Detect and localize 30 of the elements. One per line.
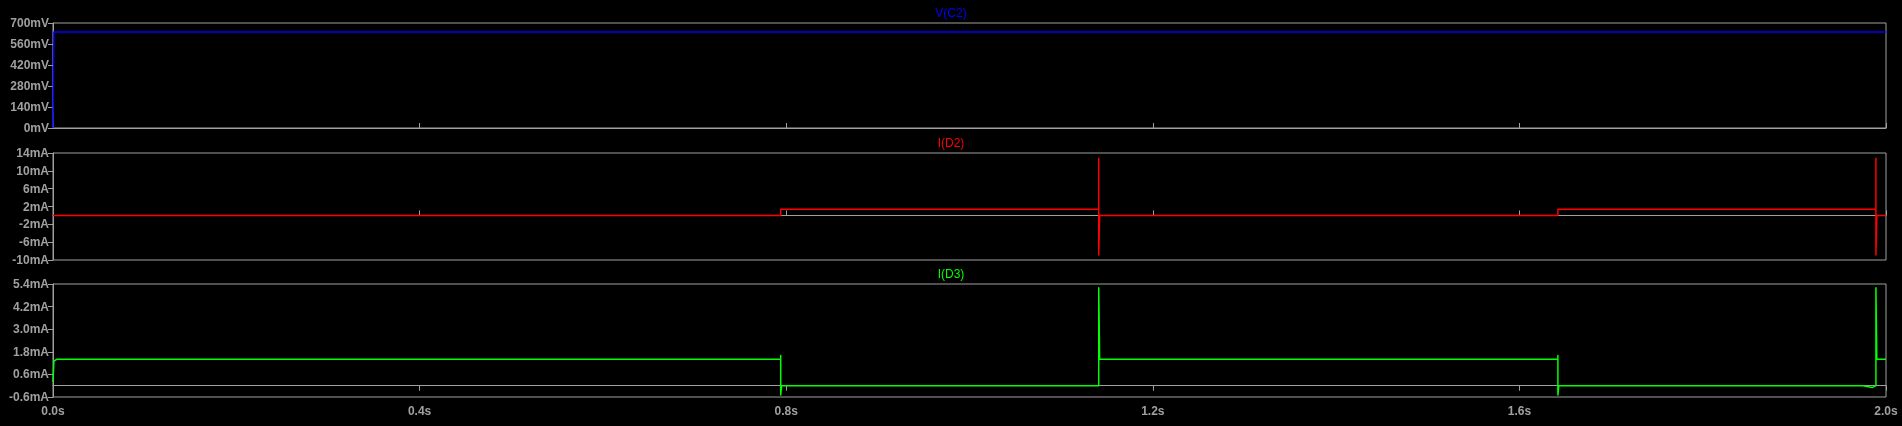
y-tick-label: 14mA — [16, 146, 50, 160]
y-tick-label: 5.4mA — [12, 277, 50, 291]
x-tick-label: 0.8s — [774, 404, 799, 418]
y-tick-label: 0.6mA — [12, 367, 50, 382]
y-tick-label: 0mV — [23, 121, 49, 135]
y-tick-label: 560mV — [10, 37, 49, 51]
x-tick-label: 0.0s — [41, 404, 65, 418]
x-tick-label: 0.4s — [407, 404, 432, 418]
y-tick-label: 1.8mA — [12, 344, 50, 359]
y-tick-label: 140mV — [10, 100, 49, 114]
y-tick-label: 3.0mA — [12, 322, 50, 337]
y-tick-label: 10mA — [16, 163, 50, 178]
x-tick-label: 2.0s — [1874, 404, 1898, 418]
y-tick-label: 420mV — [10, 58, 49, 72]
x-tick-label: 1.6s — [1507, 404, 1532, 418]
y-tick-label: 2mA — [22, 199, 50, 214]
y-tick-label: 280mV — [10, 79, 49, 93]
y-tick-label: -6mA — [18, 235, 50, 250]
y-tick-label: 4.2mA — [12, 299, 50, 314]
chart-title: I(D3) — [937, 267, 965, 281]
y-tick-label: -2mA — [18, 217, 50, 232]
chart-title: I(D2) — [937, 136, 965, 150]
y-tick-label: -10mA — [12, 253, 50, 267]
y-tick-label: -0.6mA — [8, 390, 50, 404]
chart-title: V(C2) — [935, 6, 967, 20]
y-tick-label: 6mA — [22, 181, 50, 196]
y-tick-label: 700mV — [10, 16, 49, 30]
x-tick-label: 1.2s — [1141, 404, 1165, 418]
line-series — [52, 287, 1887, 396]
line-series — [52, 157, 1887, 256]
